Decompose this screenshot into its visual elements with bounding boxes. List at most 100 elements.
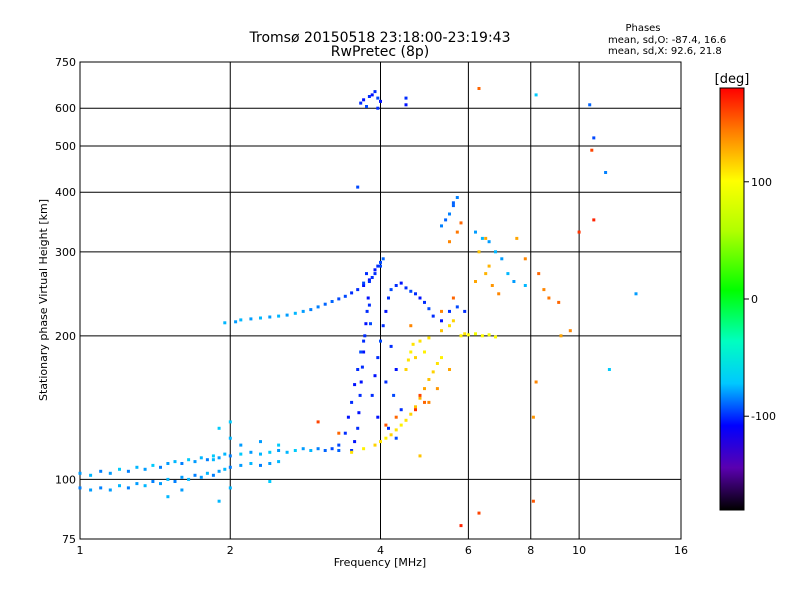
data-point (590, 148, 594, 152)
data-point (373, 443, 377, 447)
data-point (228, 486, 232, 490)
data-point (166, 477, 170, 481)
data-point (451, 296, 455, 300)
data-point (409, 350, 413, 354)
data-point (211, 458, 215, 462)
data-point (423, 350, 426, 354)
data-point (381, 324, 385, 328)
data-point (399, 423, 403, 427)
colorbar-tick-label: -100 (751, 410, 776, 423)
data-point (463, 309, 467, 313)
data-point (466, 333, 470, 337)
data-point (409, 412, 413, 416)
data-point (414, 356, 417, 360)
data-point (362, 98, 366, 102)
colorbar-ticks: 100 0 -100 (744, 176, 776, 423)
data-point (151, 480, 155, 483)
data-point (364, 322, 368, 326)
data-point (356, 185, 360, 189)
data-point (389, 288, 393, 292)
data-point (404, 103, 408, 107)
data-point (193, 473, 197, 477)
data-point (180, 475, 184, 479)
data-point (406, 358, 410, 362)
data-point (384, 436, 388, 440)
data-point (440, 309, 443, 313)
data-point (392, 393, 396, 397)
data-point (359, 101, 363, 105)
data-point (118, 467, 121, 471)
data-point (376, 106, 380, 110)
y-tick-label: 600 (55, 102, 76, 115)
data-point (234, 320, 238, 324)
data-point (316, 447, 320, 451)
data-point (409, 289, 413, 293)
data-point (350, 449, 354, 452)
data-point (370, 276, 374, 279)
x-tick-label: 4 (377, 544, 384, 557)
data-point (362, 284, 366, 287)
data-point (223, 452, 227, 456)
data-point (389, 433, 393, 437)
data-point (423, 387, 426, 391)
data-point (356, 288, 360, 292)
colorbar-scale (719, 87, 745, 511)
data-point (568, 329, 572, 333)
data-point (337, 431, 341, 435)
data-point (143, 467, 147, 471)
data-point (559, 334, 563, 338)
data-point (259, 463, 262, 467)
data-point (440, 329, 443, 333)
stats-x-line: mean, sd,X: 92.6, 21.8 (608, 46, 722, 57)
stats-o-line: mean, sd,O: -87.4, 16.6 (608, 35, 726, 46)
data-point (389, 344, 393, 348)
x-tick-label: 6 (465, 544, 472, 557)
data-point (373, 272, 377, 276)
plot-area: 1 2 4 6 8 10 16 75 100 200 300 400 500 600 750 (55, 56, 688, 557)
data-point (363, 334, 367, 338)
data-point (259, 316, 262, 320)
data-point (180, 462, 184, 465)
data-point (531, 499, 535, 503)
data-point (151, 463, 155, 467)
data-point (459, 221, 463, 225)
data-point (399, 281, 403, 285)
data-point (414, 408, 417, 412)
data-point (480, 334, 484, 338)
data-point (249, 462, 253, 465)
data-point (78, 471, 82, 475)
data-point (343, 431, 347, 435)
data-point (346, 415, 350, 419)
data-point (494, 250, 497, 254)
data-point (337, 443, 341, 447)
data-point (474, 280, 477, 283)
data-point (523, 257, 527, 261)
data-point (99, 469, 103, 473)
chart-title: Tromsø 20150518 23:18:00-23:19:43 (249, 30, 511, 46)
data-point (490, 284, 494, 287)
data-point (448, 309, 451, 313)
data-point (427, 400, 431, 404)
data-point (463, 332, 467, 336)
data-point (448, 240, 451, 244)
colorbar-tick-label: 100 (751, 176, 772, 189)
data-point (359, 380, 363, 384)
data-point (268, 480, 272, 483)
data-point (357, 411, 361, 415)
data-point (268, 462, 272, 465)
data-point (365, 272, 368, 276)
data-point (358, 393, 362, 397)
data-point (367, 278, 371, 282)
grid-lines (80, 62, 681, 539)
data-point (108, 471, 112, 475)
y-tick-label: 75 (62, 533, 76, 546)
y-tick-label: 400 (55, 186, 76, 199)
data-point (199, 475, 203, 479)
data-point (337, 449, 341, 452)
data-point (376, 415, 380, 419)
data-point (108, 488, 112, 492)
data-point (542, 288, 546, 292)
data-point (592, 136, 596, 140)
y-tick-label: 500 (55, 140, 76, 153)
